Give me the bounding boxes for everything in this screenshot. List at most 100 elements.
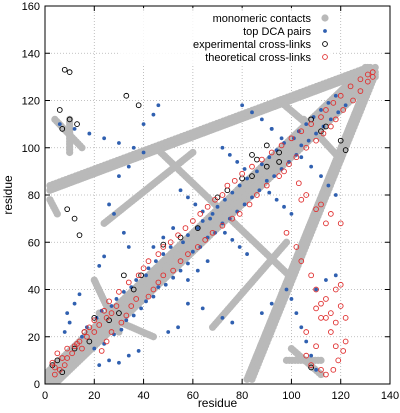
data-point (136, 349, 141, 353)
data-point (342, 315, 349, 321)
y-tick-label: 60 (28, 237, 40, 249)
data-point (155, 251, 162, 257)
data-point (326, 100, 331, 105)
data-point (97, 263, 102, 268)
data-point (304, 339, 309, 344)
data-point (350, 97, 356, 104)
data-point (263, 182, 270, 189)
data-point (242, 167, 247, 171)
data-point (230, 237, 235, 242)
data-point (107, 358, 111, 363)
data-point (371, 70, 379, 79)
data-point (319, 174, 323, 179)
data-point (254, 192, 260, 198)
data-point (109, 304, 114, 308)
data-point (332, 343, 339, 350)
data-point (69, 350, 75, 357)
x-tick-label: 80 (236, 390, 248, 402)
data-point (91, 315, 98, 321)
data-point (314, 367, 318, 372)
data-point (318, 300, 324, 307)
data-point (91, 329, 98, 335)
data-point (156, 103, 161, 108)
data-point (320, 130, 327, 137)
data-point (323, 371, 329, 378)
data-point (306, 138, 311, 143)
data-point (57, 122, 62, 127)
data-point (92, 346, 97, 351)
data-point (284, 287, 289, 292)
data-point (337, 281, 344, 288)
data-point (208, 216, 213, 221)
data-point (71, 345, 78, 352)
data-point (303, 192, 310, 198)
data-point (116, 310, 122, 316)
data-point (269, 126, 274, 131)
data-point (175, 232, 181, 239)
x-tick-label: 60 (187, 390, 199, 402)
data-point (337, 137, 344, 144)
data-point (276, 149, 282, 156)
data-point (67, 320, 72, 325)
data-point (276, 173, 282, 179)
data-point (240, 103, 245, 108)
data-point (237, 245, 242, 249)
data-point (250, 110, 254, 115)
data-point (107, 202, 111, 207)
data-point (269, 301, 274, 306)
data-point (245, 176, 249, 181)
legend-label: top DCA pairs (243, 26, 311, 38)
y-tick-label: 100 (22, 143, 40, 155)
y-tick-label: 0 (34, 379, 40, 391)
data-point (66, 69, 73, 76)
data-point (182, 225, 189, 231)
data-point (77, 292, 82, 297)
data-point (340, 107, 347, 113)
data-point (289, 297, 294, 301)
data-point (61, 66, 68, 73)
data-point (139, 306, 144, 311)
data-point (102, 136, 107, 141)
data-point (119, 327, 124, 332)
data-point (59, 126, 66, 132)
data-point (91, 317, 98, 324)
data-point (328, 123, 334, 130)
data-point (282, 238, 291, 246)
data-point (116, 289, 122, 295)
data-point (167, 239, 174, 246)
data-point (131, 313, 136, 318)
data-point (332, 286, 339, 293)
data-point (275, 96, 283, 105)
data-point (257, 188, 262, 193)
data-point (141, 150, 146, 155)
data-point (309, 164, 314, 169)
data-point (313, 206, 319, 213)
data-point (52, 364, 58, 371)
data-point (286, 161, 292, 168)
data-point (49, 359, 56, 366)
data-point (134, 278, 139, 282)
data-point (298, 258, 305, 265)
data-point (161, 235, 166, 240)
data-point (117, 360, 121, 365)
data-point (186, 261, 190, 266)
data-point (190, 249, 195, 254)
data-point (335, 357, 342, 364)
data-point (144, 273, 148, 278)
data-point (193, 202, 198, 207)
data-point (138, 272, 144, 279)
x-tick-label: 20 (88, 390, 100, 402)
data-point (314, 287, 318, 292)
data-point (308, 272, 314, 279)
data-point (364, 63, 372, 72)
data-point (190, 218, 196, 224)
data-point (212, 196, 218, 203)
data-point (98, 348, 105, 354)
data-point (74, 340, 80, 347)
data-point (276, 159, 282, 165)
data-point (186, 278, 190, 282)
data-point (337, 220, 344, 227)
data-point (224, 187, 231, 194)
data-point (343, 103, 348, 108)
